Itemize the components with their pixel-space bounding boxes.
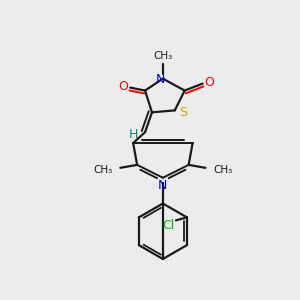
Text: S: S: [179, 106, 187, 119]
Text: CH₃: CH₃: [213, 165, 233, 175]
Text: H: H: [128, 128, 138, 141]
Text: N: N: [156, 73, 166, 86]
Text: CH₃: CH₃: [153, 51, 172, 61]
Text: Cl: Cl: [162, 219, 174, 232]
Text: O: O: [205, 76, 214, 89]
Text: N: N: [158, 179, 168, 192]
Text: CH₃: CH₃: [93, 165, 112, 175]
Text: O: O: [118, 80, 128, 93]
